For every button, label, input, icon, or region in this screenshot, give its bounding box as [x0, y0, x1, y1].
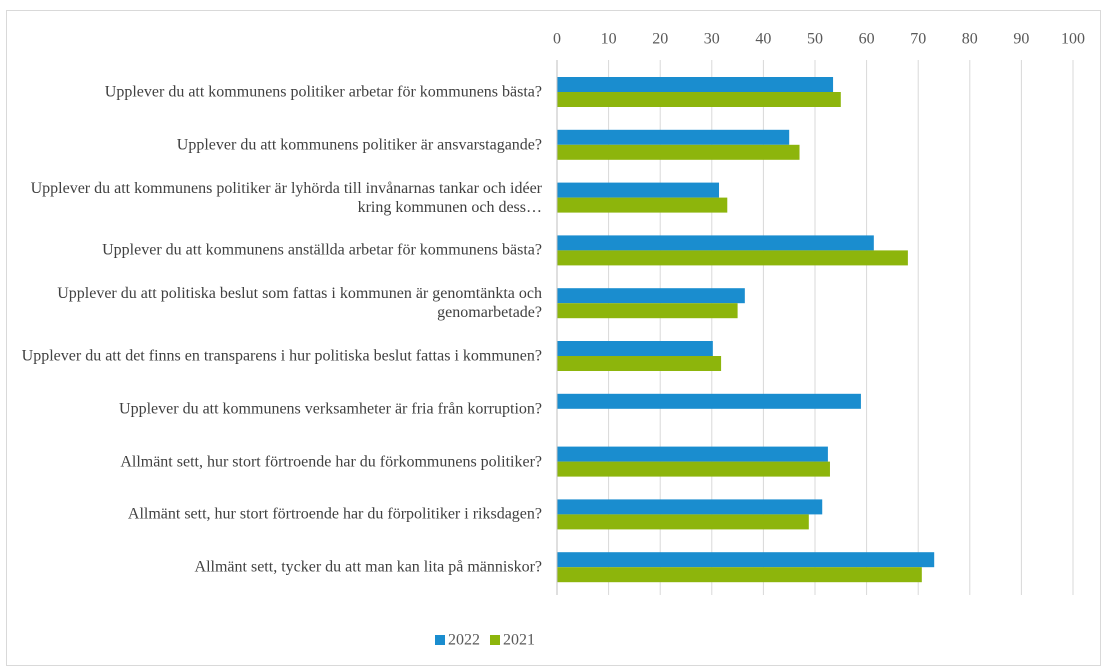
category-label: Allmänt sett, hur stort förtroende har d…: [120, 453, 542, 471]
x-tick-label: 100: [1061, 31, 1085, 48]
category-label: Allmänt sett, hur stort förtroende har d…: [127, 505, 542, 523]
legend-swatch: [435, 635, 445, 645]
legend-label: 2021: [503, 632, 535, 649]
legend-swatch: [490, 635, 500, 645]
category-label: Upplever du att kommunens politiker är l…: [30, 179, 542, 216]
bar: [557, 514, 809, 530]
bar: [557, 235, 874, 251]
bar: [557, 567, 922, 583]
bar: [557, 129, 790, 145]
x-tick-label: 60: [859, 31, 875, 48]
x-tick-label: 50: [807, 31, 823, 48]
category-label: Upplever du att kommunens anställda arbe…: [102, 241, 542, 259]
bar: [557, 182, 720, 198]
x-tick-label: 0: [553, 31, 561, 48]
category-label: Upplever du att kommunens politiker är a…: [176, 136, 542, 154]
bar: [557, 341, 713, 356]
x-tick-label: 40: [755, 31, 771, 48]
category-label: Upplever du att kommunens verksamheter ä…: [119, 400, 542, 418]
bar: [557, 552, 935, 568]
bar: [557, 356, 722, 371]
x-tick-label: 30: [704, 31, 720, 48]
bar: [557, 77, 834, 92]
bar: [557, 303, 738, 319]
bar: [557, 288, 745, 304]
bar: [557, 499, 823, 515]
legend-label: 2022: [448, 632, 480, 649]
bar: [557, 250, 908, 266]
category-label: Upplever du att det finns en transparens…: [21, 347, 542, 365]
x-tick-label: 10: [601, 31, 617, 48]
x-tick-label: 90: [1013, 31, 1029, 48]
category-label: Allmänt sett, tycker du att man kan lita…: [194, 558, 542, 576]
x-tick-label: 20: [652, 31, 668, 48]
bar: [557, 461, 830, 477]
bar: [557, 92, 841, 107]
category-label: Upplever du att kommunens politiker arbe…: [104, 83, 542, 101]
chart-border: [6, 10, 1101, 666]
bar: [557, 446, 828, 462]
bar: [557, 144, 800, 160]
x-tick-label: 80: [962, 31, 978, 48]
x-tick-label: 70: [910, 31, 926, 48]
bar: [557, 393, 861, 409]
category-label: Upplever du att politiska beslut som fat…: [57, 285, 542, 322]
bar: [557, 197, 728, 213]
